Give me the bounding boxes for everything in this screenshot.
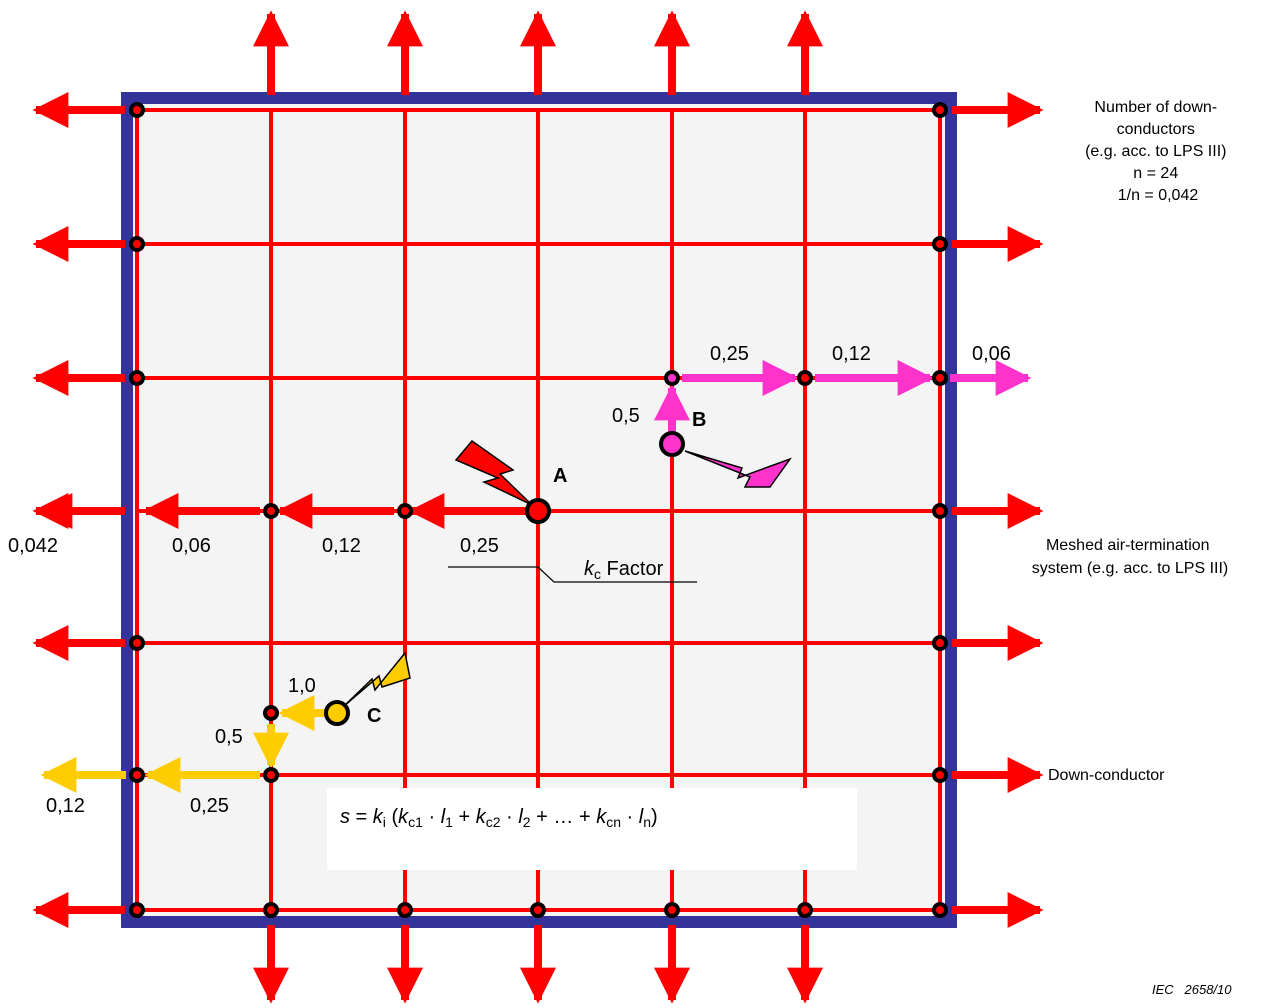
path-a-value-4: 0,042: [8, 535, 58, 557]
junction-point: [397, 902, 413, 918]
junction-point-b-path: [664, 370, 680, 386]
junction-point: [932, 767, 948, 783]
path-a-value-1: 0,25: [460, 535, 499, 557]
junction-point: [932, 102, 948, 118]
path-b-value-3: 0,06: [972, 343, 1011, 365]
point-label-a: A: [553, 465, 567, 487]
junction-point: [797, 902, 813, 918]
junction-point: [932, 370, 948, 386]
path-c-value-3: 0,12: [46, 795, 85, 817]
junction-point: [129, 370, 145, 386]
junction-point: [129, 102, 145, 118]
junction-points: [129, 102, 948, 918]
path-b-value-0: 0,5: [612, 405, 640, 427]
junction-point: [263, 705, 279, 721]
note-line: system (e.g. acc. to LPS III): [1032, 560, 1229, 577]
junction-point: [129, 635, 145, 651]
note-down-conductor: Down-conductor: [1048, 767, 1165, 784]
strike-point-a: [525, 498, 551, 524]
path-c-arrows: [40, 695, 326, 793]
formula-text: s = ki (kc1 · l1 + kc2 · l2 + … + kcn · …: [340, 806, 658, 830]
lightning-bolt-a-icon: [454, 439, 533, 506]
down-conductor-arrows: [32, 10, 1044, 1004]
path-c-value-0: 1,0: [288, 675, 316, 697]
junction-point: [263, 503, 279, 519]
note-downconductor-count: Number of down- conductors (e.g. acc. to…: [1085, 99, 1231, 204]
path-b-arrows: [654, 360, 1032, 432]
junction-point: [932, 902, 948, 918]
kc-factor-label: kc Factor: [584, 558, 664, 582]
lightning-bolt-b-icon: [684, 450, 793, 488]
note-line: 1/n = 0,042: [1118, 187, 1199, 204]
kc-factor-leader-line: [448, 566, 697, 583]
path-a-value-3: 0,06: [172, 535, 211, 557]
junction-point: [397, 503, 413, 519]
point-label-c: C: [367, 705, 381, 727]
lightning-bolt-c-icon: [343, 651, 411, 707]
note-line: (e.g. acc. to LPS III): [1085, 143, 1226, 160]
junction-point: [129, 767, 145, 783]
junction-point: [932, 635, 948, 651]
formula-box: [327, 788, 857, 870]
figure-reference: IEC 2658/10: [1152, 982, 1232, 997]
point-label-b: B: [692, 409, 706, 431]
junction-point: [129, 902, 145, 918]
note-line: conductors: [1117, 121, 1195, 138]
junction-point: [263, 767, 279, 783]
path-b-value-1: 0,25: [710, 343, 749, 365]
path-a-value-2: 0,12: [322, 535, 361, 557]
path-c-value-2: 0,25: [190, 795, 229, 817]
junction-point: [797, 370, 813, 386]
strike-point-c: [324, 700, 350, 726]
junction-point: [263, 902, 279, 918]
note-line: Number of down-: [1094, 99, 1217, 116]
note-line: Meshed air-termination: [1046, 537, 1210, 554]
junction-point: [932, 503, 948, 519]
junction-point: [932, 236, 948, 252]
path-c-value-1: 0,5: [215, 726, 243, 748]
note-line: n = 24: [1133, 165, 1178, 182]
junction-point: [664, 902, 680, 918]
path-b-value-2: 0,12: [832, 343, 871, 365]
note-meshed-system: Meshed air-termination system (e.g. acc.…: [1032, 537, 1229, 577]
junction-point: [530, 902, 546, 918]
junction-point: [129, 236, 145, 252]
strike-point-b: [659, 431, 685, 457]
